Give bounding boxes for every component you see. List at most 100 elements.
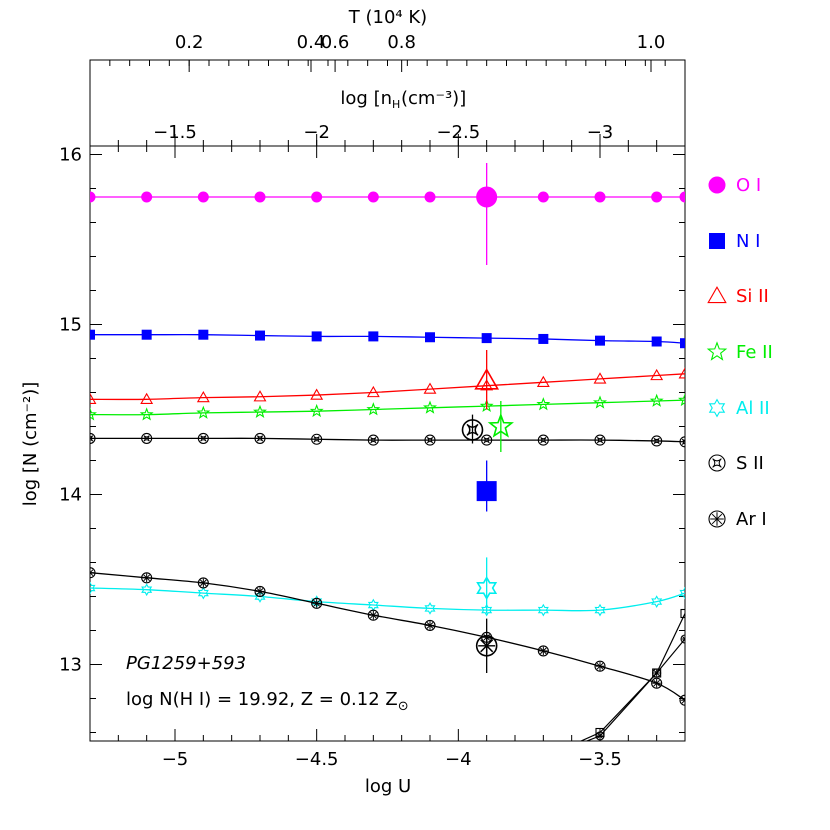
legend-marker-fe-ii: [706, 341, 728, 361]
solar-symbol: ⊙: [398, 699, 409, 714]
data-point-s-ii: [424, 434, 436, 446]
extra-line-point: [539, 754, 547, 762]
observation-marker-o-i: [476, 186, 498, 208]
data-point-n-i: [595, 335, 605, 346]
data-point-fe-ii: [139, 407, 154, 421]
observation-n-i: [476, 460, 497, 512]
legend-marker-al-ii: [708, 398, 726, 418]
density-axis-label-unit: (cm⁻³)]: [401, 88, 466, 109]
observation-marker-ar-i: [475, 634, 498, 657]
x-axis-ticks: −5 −4.5 −4 −3.5: [89, 146, 686, 770]
temperature-tick-label: 1.0: [637, 32, 666, 53]
extra-line-point: [680, 608, 685, 619]
data-point-n-i: [90, 329, 95, 340]
data-point-al-ii: [679, 586, 685, 600]
chart-legend: O I N I Si II Fe II Al II S II Ar I: [706, 175, 773, 530]
data-point-o-i: [651, 191, 663, 203]
data-point-n-i: [311, 331, 322, 342]
observation-si-ii: [474, 350, 500, 410]
y-axis-ticks: 13 14 15 16: [59, 145, 685, 733]
extra-line: [585, 638, 685, 741]
temperature-axis-ticks: 0.2 0.40.6 0.8 1.0: [89, 32, 666, 72]
data-point-o-i: [197, 191, 209, 203]
legend-item-n-i: N I: [709, 231, 761, 252]
data-point-o-i: [254, 191, 266, 203]
series-line-al-ii: [90, 587, 685, 612]
legend-item-al-ii: Al II: [708, 398, 770, 419]
density-tick-label: −1.5: [153, 122, 197, 143]
data-point-si-ii: [423, 382, 437, 394]
data-point-fe-ii: [423, 400, 437, 414]
density-axis-ticks: −1.5 −2 −2.5 −3: [89, 122, 686, 146]
data-point-si-ii: [90, 392, 97, 404]
series-al-ii: [90, 581, 685, 617]
series-line-fe-ii: [90, 399, 685, 416]
data-point-o-i: [90, 191, 96, 203]
data-point-fe-ii: [366, 402, 381, 416]
legend-item-ar-i: Ar I: [708, 509, 767, 530]
data-point-ar-i: [679, 694, 685, 706]
legend-label-ar-i: Ar I: [736, 509, 767, 530]
x-tick-label: −3.5: [578, 749, 622, 770]
data-point-n-i: [368, 331, 379, 342]
data-point-ar-i: [254, 585, 266, 597]
legend-label-n-i: N I: [736, 231, 761, 252]
data-point-s-ii: [90, 432, 96, 444]
series-si-ii: [90, 367, 685, 404]
observation-fe-ii: [487, 401, 514, 452]
legend-marker-s-ii: [708, 454, 726, 472]
legend-label-s-ii: S II: [736, 453, 764, 474]
extra-model-line-2: [539, 634, 685, 762]
data-point-n-i: [198, 329, 209, 340]
data-point-s-ii: [594, 434, 606, 446]
observation-marker-fe-ii: [487, 412, 514, 438]
density-tick-label: −2.5: [436, 122, 480, 143]
data-point-fe-ii: [196, 405, 211, 419]
series-line-si-ii: [90, 373, 685, 401]
data-point-al-ii: [424, 602, 436, 615]
y-axis-label: log [N (cm⁻²)]: [20, 382, 41, 507]
data-point-n-i: [538, 333, 549, 344]
data-point-fe-ii: [90, 407, 97, 421]
data-point-o-i: [367, 191, 379, 203]
data-point-si-ii: [593, 372, 607, 384]
series-o-i: [90, 191, 685, 203]
data-point-n-i: [141, 329, 152, 340]
data-point-si-ii: [140, 392, 154, 404]
data-point-si-ii: [536, 375, 550, 387]
data-point-o-i: [537, 191, 549, 203]
temperature-tick-label: 0.2: [175, 32, 204, 53]
data-point-si-ii: [650, 368, 664, 381]
extra-line-point: [680, 634, 685, 644]
y-tick-label: 16: [59, 145, 82, 166]
data-point-ar-i: [537, 645, 549, 657]
data-point-ar-i: [651, 677, 663, 689]
y-tick-label: 13: [59, 655, 82, 676]
data-point-n-i: [680, 338, 685, 349]
data-point-al-ii: [141, 583, 153, 597]
x-axis-label: log U: [365, 776, 411, 797]
series-line-s-ii: [90, 437, 685, 443]
series-ar-i: [90, 567, 685, 706]
data-point-s-ii: [254, 432, 266, 444]
data-point-ar-i: [90, 567, 96, 579]
legend-item-fe-ii: Fe II: [706, 341, 773, 363]
temperature-axis-label: T (10⁴ K): [348, 7, 427, 28]
data-point-al-ii: [537, 603, 549, 617]
data-point-o-i: [424, 191, 436, 203]
x-tick-label: −4: [445, 749, 472, 770]
data-point-fe-ii: [593, 395, 607, 409]
data-point-fe-ii: [678, 392, 685, 407]
density-tick-label: −2: [303, 122, 330, 143]
legend-label-al-ii: Al II: [736, 398, 770, 419]
data-point-ar-i: [424, 619, 436, 631]
legend-label-o-i: O I: [736, 175, 761, 196]
extra-line-point: [652, 668, 662, 678]
data-point-fe-ii: [309, 403, 324, 418]
data-point-o-i: [311, 191, 323, 203]
data-point-si-ii: [310, 388, 324, 400]
density-axis-label-subscript: H: [392, 98, 400, 111]
legend-marker-n-i: [709, 233, 725, 249]
data-point-s-ii: [367, 434, 379, 446]
